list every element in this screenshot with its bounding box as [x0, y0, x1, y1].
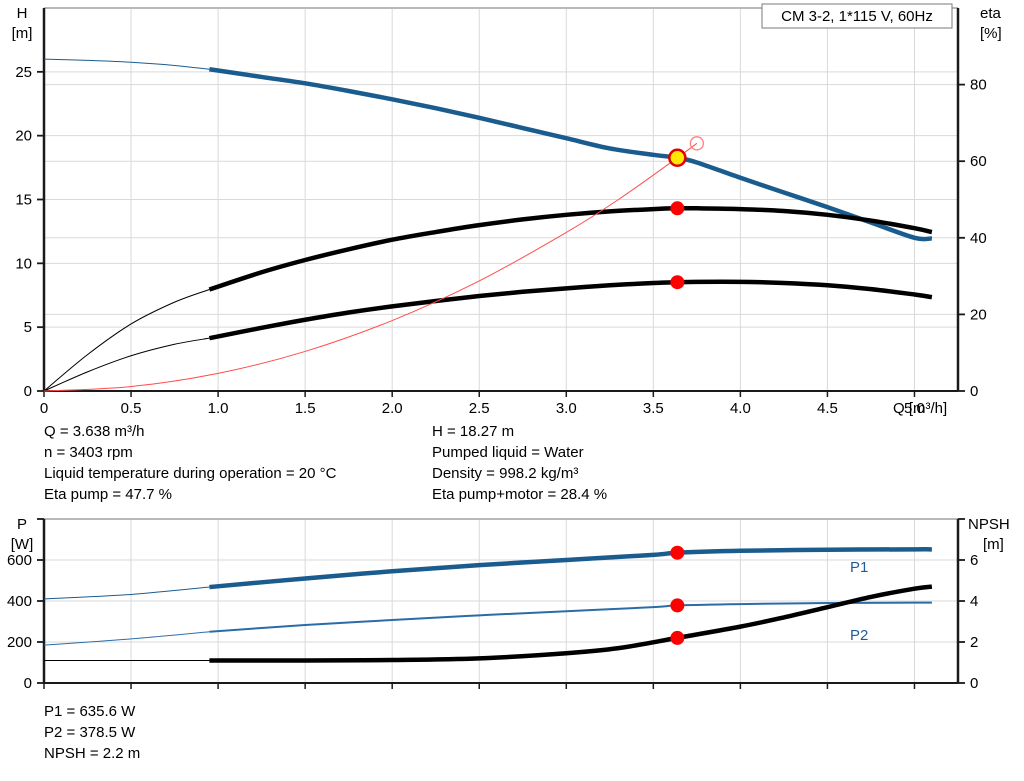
y-tick-label-left: 5 [24, 319, 32, 336]
x-tick-label: 3.0 [556, 400, 577, 417]
x-tick-label: 1.0 [208, 400, 229, 417]
y-tick-label-right: 40 [970, 230, 987, 247]
curve-eta-pump-thin [43, 289, 210, 392]
p1-curve-label: P1 [850, 559, 868, 576]
head-efficiency-chart: 0 0.5 1.0 1.5 2.0 2.5 3.0 3.5 4.0 4.5 5.0 0 5 10 15 20 2… [12, 3, 1002, 417]
y-tick-label-right: 20 [970, 306, 987, 323]
top-y-left-title-2: [m] [12, 25, 33, 42]
curve-p1-thin [43, 586, 210, 600]
eta-pump-point-marker [670, 201, 685, 216]
title-box-label: CM 3-2, 1*115 V, 60Hz [781, 8, 933, 25]
x-tick-label: 5.0 [904, 400, 925, 417]
x-tick-label: 1.5 [295, 400, 316, 417]
bottom-chart-curves [43, 547, 933, 663]
bottom-y-left-title-1: P [17, 516, 27, 533]
info-liquid: Pumped liquid = Water [432, 444, 584, 461]
npsh-duty-point-marker [670, 630, 685, 645]
bottom-y-right-title-2: [m] [983, 536, 1004, 553]
info-block-left: Q = 3.638 m³/h n = 3403 rpm Liquid tempe… [44, 421, 336, 505]
top-chart-ticks: 0 0.5 1.0 1.5 2.0 2.5 3.0 3.5 4.0 4.5 5.0 0 5 10 15 20 2… [15, 64, 986, 417]
curve-p2-thin [43, 631, 210, 646]
info-eta-pump-motor: Eta pump+motor = 28.4 % [432, 486, 608, 503]
y-tick-label-right: 60 [970, 153, 987, 170]
y-tick-label-right: 0 [970, 383, 978, 400]
x-tick-label: 3.5 [643, 400, 664, 417]
top-y-left-title-1: H [17, 5, 28, 22]
top-y-right-title-2: [%] [980, 25, 1002, 42]
curve-eta-pump+motor-thin [43, 337, 210, 392]
top-x-title: Q [m³/h] [893, 400, 947, 417]
top-chart-markers [668, 136, 705, 290]
info-block-right: H = 18.27 m Pumped liquid = Water Densit… [432, 421, 607, 505]
power-npsh-chart: 0 200 400 600 0 2 4 6 P [W] NPSH [m] P1 P2 [7, 516, 1010, 692]
top-chart-curves [43, 58, 933, 392]
x-tick-label: 2.0 [382, 400, 403, 417]
y-tick-label-left: 0 [24, 383, 32, 400]
y-tick-label-right: 80 [970, 77, 987, 94]
info-q: Q = 3.638 m³/h [44, 423, 145, 440]
x-tick-label: 0 [40, 400, 48, 417]
y-tick-label-right: 2 [970, 634, 978, 651]
info-h: H = 18.27 m [432, 423, 515, 440]
y-tick-label-left: 20 [15, 128, 32, 145]
curve-eta-pump+motor [208, 279, 933, 341]
x-tick-label: 4.0 [730, 400, 751, 417]
top-y-right-title-1: eta [980, 5, 1002, 22]
info-eta-pump: Eta pump = 47.7 % [44, 486, 172, 503]
y-tick-label-right: 4 [970, 593, 978, 610]
curve-p1 [209, 547, 932, 590]
y-tick-label-left: 600 [7, 552, 32, 569]
y-tick-label-right: 6 [970, 552, 978, 569]
x-tick-label: 4.5 [817, 400, 838, 417]
eta-pump-motor-point-marker [670, 275, 685, 290]
info-npsh: NPSH = 2.2 m [44, 745, 141, 762]
curve-h-head-curve [209, 67, 932, 242]
x-tick-label: 0.5 [121, 400, 142, 417]
info-density: Density = 998.2 kg/m³ [432, 465, 579, 482]
info-p2: P2 = 378.5 W [44, 724, 136, 741]
duty-point-marker [668, 148, 687, 168]
info-n: n = 3403 rpm [44, 444, 133, 461]
title-box [761, 3, 953, 29]
p2-duty-point-marker [670, 598, 685, 613]
y-tick-label-left: 25 [15, 64, 32, 81]
bottom-y-left-title-2: [W] [11, 536, 34, 553]
info-p1: P1 = 635.6 W [44, 703, 136, 720]
y-tick-label-right: 0 [970, 675, 978, 692]
curve-h-head-curve-thin [43, 58, 210, 70]
curve-system-curve [43, 142, 698, 392]
y-tick-label-left: 15 [15, 192, 32, 209]
x-tick-label: 2.5 [469, 400, 490, 417]
info-temp: Liquid temperature during operation = 20… [44, 465, 337, 482]
p2-curve-label: P2 [850, 627, 868, 644]
y-tick-label-left: 200 [7, 634, 32, 651]
curve-npsh [209, 584, 933, 663]
p1-duty-point-marker [670, 545, 685, 560]
bottom-chart-markers [670, 545, 685, 645]
top-chart-grid [44, 8, 958, 391]
bottom-chart-ticks: 0 200 400 600 0 2 4 6 [7, 518, 978, 692]
y-tick-label-left: 10 [15, 255, 32, 272]
info-block-bottom: P1 = 635.6 W P2 = 378.5 W NPSH = 2.2 m [44, 701, 140, 764]
y-tick-label-left: 0 [24, 675, 32, 692]
y-tick-label-left: 400 [7, 593, 32, 610]
bottom-y-right-title-1: NPSH [968, 516, 1010, 533]
curve-eta-pump [208, 205, 933, 292]
duty-point-open-marker [689, 136, 705, 151]
